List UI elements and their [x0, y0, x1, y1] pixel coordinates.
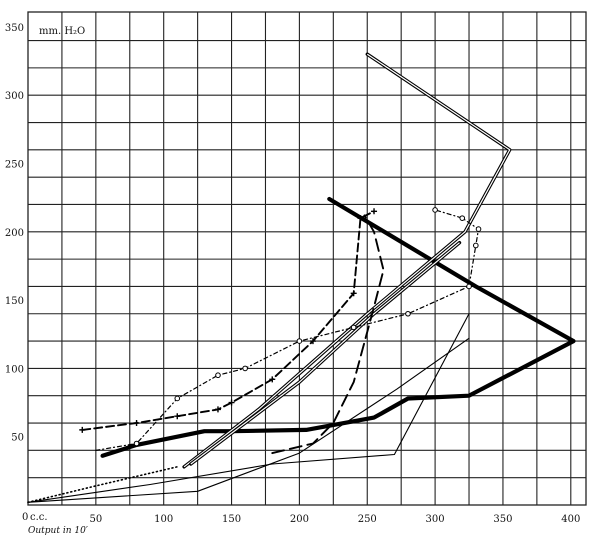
data-point-cross [309, 338, 316, 345]
data-point-circle [350, 324, 357, 331]
grid [27, 11, 587, 506]
x-tick-label: 50 [89, 514, 102, 525]
series-line [27, 337, 470, 503]
series-line [100, 196, 576, 458]
data-point-cross [228, 399, 235, 406]
tick-labels: 50 100 150 200 250 300 350 400 0 50 100 150 200 250 30… [5, 23, 580, 525]
y-tick-label: 50 [11, 433, 24, 444]
y-unit-label: mm. H₂O [39, 26, 85, 37]
y-tick-label: 150 [5, 296, 24, 307]
series-dash-dot-circle [95, 207, 482, 451]
series-double-line [182, 52, 512, 469]
data-point-circle [459, 215, 466, 221]
data-point-cross [133, 420, 140, 427]
data-point-circle [242, 365, 248, 372]
series-dash-cross [79, 208, 378, 433]
x-tick-label: 300 [426, 514, 445, 525]
x-tick-label: 150 [222, 514, 241, 525]
series-layer [27, 52, 576, 504]
series-line [271, 214, 385, 455]
data-point-circle [174, 395, 181, 402]
x-tick-label: 400 [561, 514, 580, 525]
data-point-cross [269, 376, 276, 383]
data-point-cross [214, 406, 221, 413]
data-point-circle [475, 226, 482, 232]
series-thin-solid [27, 337, 470, 503]
plot-frame [27, 11, 587, 506]
series-dotted [27, 465, 179, 504]
series-line [27, 313, 470, 503]
x-tick-label: 100 [154, 514, 173, 525]
series-double-line [189, 240, 462, 466]
y-tick-label: 200 [5, 228, 24, 239]
series-heavy-solid [100, 196, 576, 458]
series-thin-solid [27, 313, 470, 503]
data-point-cross [79, 426, 86, 433]
series-line [95, 209, 480, 451]
x-tick-label: 200 [290, 514, 309, 525]
series-line-inner [183, 53, 511, 468]
x-tick-label: 250 [358, 514, 377, 525]
data-point-circle [473, 242, 479, 249]
series-long-dash [271, 214, 385, 455]
x-tick-label: 0 [22, 512, 28, 523]
data-point-cross [174, 413, 181, 420]
x-axis-title: Output in 10′ [28, 526, 88, 536]
data-point-circle [466, 283, 472, 290]
x-origin-unit-label: c.c. [30, 512, 48, 523]
data-point-cross [371, 208, 378, 215]
series-line [182, 52, 512, 469]
series-line [81, 210, 375, 431]
y-tick-label: 350 [5, 23, 24, 34]
data-point-cross [357, 215, 364, 222]
series-line-inner [190, 242, 460, 465]
data-point-circle [405, 310, 411, 317]
data-point-circle [432, 207, 438, 213]
y-tick-label: 100 [5, 364, 24, 375]
data-point-circle [133, 440, 140, 447]
data-point-circle [296, 338, 303, 344]
data-point-circle [215, 372, 221, 379]
y-tick-label: 300 [5, 91, 24, 102]
y-tick-label: 250 [5, 160, 24, 171]
data-point-cross [350, 290, 357, 297]
series-line [27, 465, 179, 504]
x-tick-label: 350 [493, 514, 512, 525]
